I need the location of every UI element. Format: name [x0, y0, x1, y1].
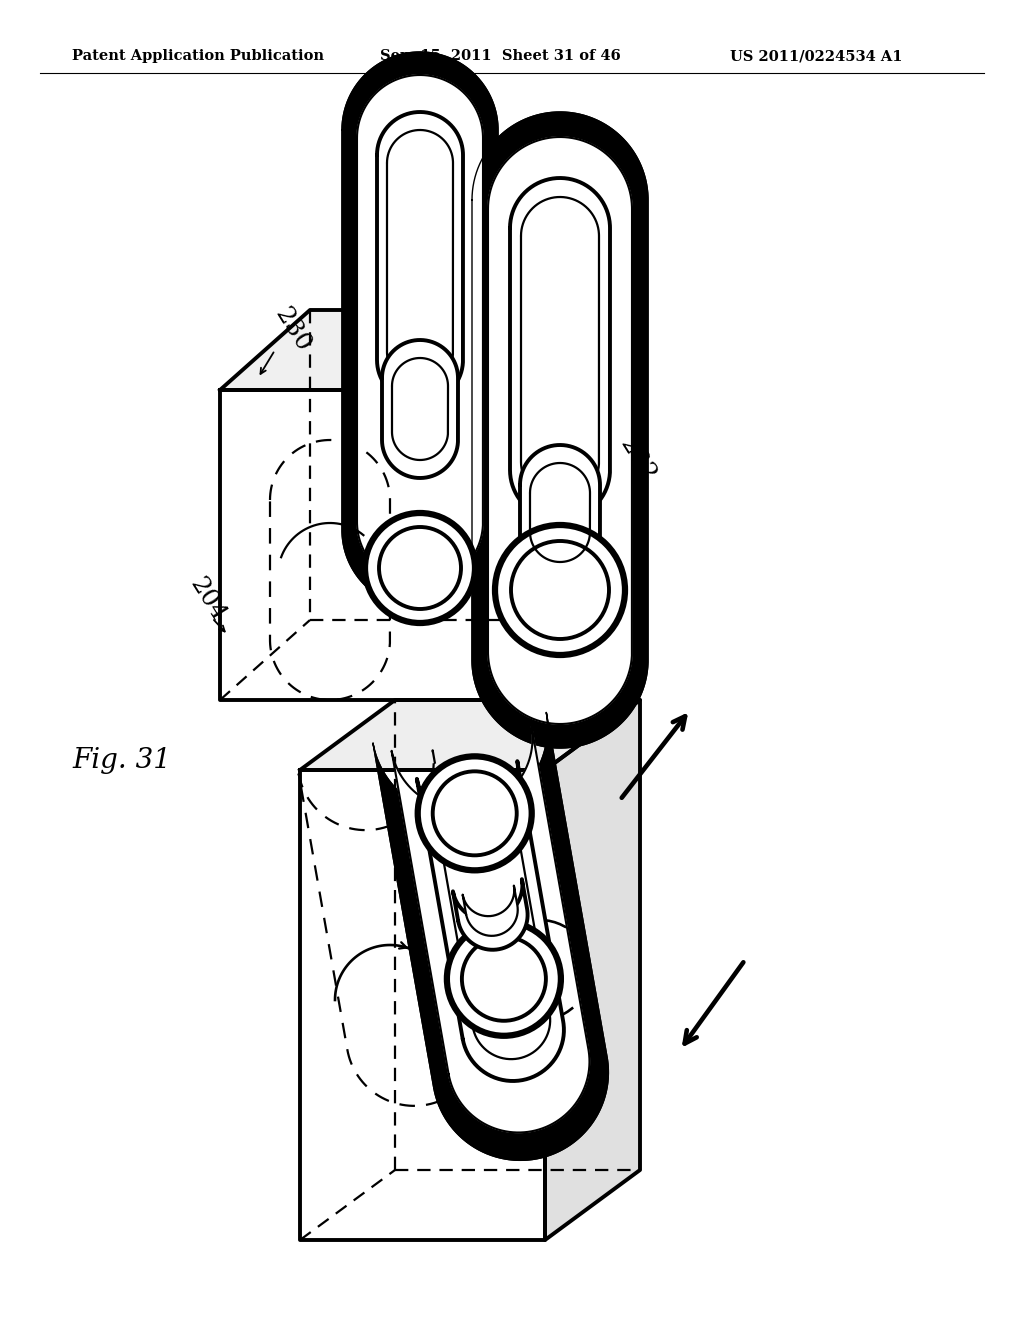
Text: Fig. 31: Fig. 31: [72, 747, 171, 774]
Polygon shape: [530, 463, 590, 562]
Circle shape: [446, 921, 561, 1036]
Polygon shape: [521, 197, 599, 502]
Polygon shape: [417, 762, 564, 1081]
Polygon shape: [545, 700, 640, 1239]
Polygon shape: [382, 341, 458, 478]
Text: 230: 230: [270, 304, 314, 356]
Polygon shape: [520, 445, 600, 579]
Polygon shape: [387, 129, 453, 385]
Polygon shape: [430, 774, 550, 1059]
Polygon shape: [357, 75, 483, 585]
Text: 204: 204: [185, 574, 229, 626]
Polygon shape: [377, 112, 463, 403]
Polygon shape: [510, 178, 610, 520]
Polygon shape: [220, 310, 590, 389]
Polygon shape: [342, 51, 498, 609]
Polygon shape: [373, 713, 608, 1160]
Polygon shape: [453, 879, 527, 950]
Text: US 2011/0224534 A1: US 2011/0224534 A1: [730, 49, 902, 63]
Circle shape: [418, 756, 531, 870]
Circle shape: [495, 525, 625, 655]
Text: Patent Application Publication: Patent Application Publication: [72, 49, 324, 63]
Polygon shape: [220, 389, 500, 700]
Polygon shape: [391, 726, 590, 1133]
Polygon shape: [300, 700, 640, 770]
Text: Sep. 15, 2011  Sheet 31 of 46: Sep. 15, 2011 Sheet 31 of 46: [380, 49, 621, 63]
Text: 232: 232: [615, 434, 659, 486]
Polygon shape: [472, 112, 648, 748]
Polygon shape: [488, 137, 632, 723]
Polygon shape: [300, 770, 545, 1239]
Polygon shape: [463, 886, 518, 936]
Polygon shape: [392, 358, 449, 459]
Circle shape: [365, 513, 475, 623]
Polygon shape: [500, 310, 590, 700]
